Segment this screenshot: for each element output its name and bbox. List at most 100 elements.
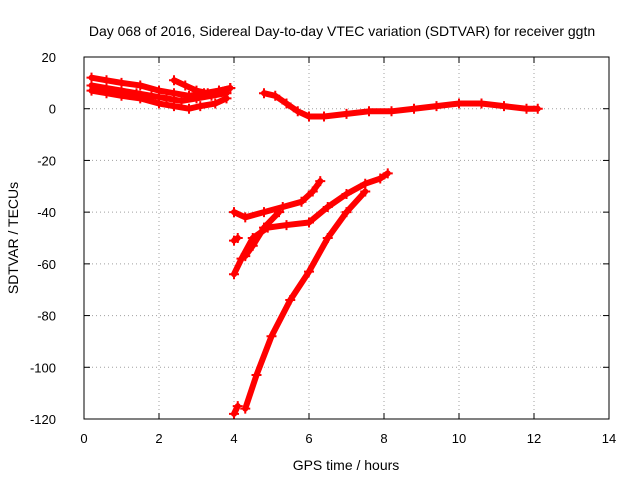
data-point-marker xyxy=(476,98,487,109)
data-point-marker xyxy=(176,95,187,106)
axis-ticks: 0 2 4 6 8 10 12 14 -120 -100 -80 -60 -40 -20 0 20 xyxy=(30,50,616,446)
data-point-marker xyxy=(360,186,371,197)
data-point-marker xyxy=(304,111,314,122)
series-trace xyxy=(242,188,369,412)
data-point-marker xyxy=(247,240,258,251)
data-point-marker xyxy=(521,103,532,114)
data-point-marker xyxy=(259,88,269,99)
data-point-marker xyxy=(304,217,314,228)
series-trace xyxy=(88,87,230,112)
data-point-marker xyxy=(364,106,374,117)
y-tick-label: 20 xyxy=(42,50,56,65)
data-point-marker xyxy=(116,90,127,101)
data-point-marker xyxy=(281,220,292,231)
data-point-marker xyxy=(532,103,543,114)
data-point-marker xyxy=(281,98,292,109)
data-point-marker xyxy=(341,189,352,200)
data-point-marker xyxy=(240,212,251,223)
data-point-marker xyxy=(180,80,191,91)
y-tick-label: -20 xyxy=(37,153,56,168)
y-tick-label: 0 xyxy=(49,102,56,117)
series-trace xyxy=(261,90,541,120)
series-arc-9 xyxy=(240,207,284,262)
y-tick-label: -40 xyxy=(37,205,56,220)
data-point-marker xyxy=(341,207,352,218)
series-arc-5 xyxy=(259,88,543,122)
plot-frame xyxy=(83,56,610,420)
x-tick-label: 14 xyxy=(602,431,616,446)
data-point-marker xyxy=(86,85,97,96)
data-point-marker xyxy=(259,222,269,233)
y-tick-label: -80 xyxy=(37,309,56,324)
data-point-marker xyxy=(229,408,239,419)
data-point-marker xyxy=(266,331,277,342)
data-point-marker xyxy=(169,88,179,99)
y-axis-label: SDTVAR / TECUs xyxy=(5,182,21,294)
series-arc-10 xyxy=(229,401,243,419)
data-point-marker xyxy=(232,233,243,243)
data-point-marker xyxy=(221,93,232,104)
x-tick-label: 12 xyxy=(527,431,541,446)
series-trace xyxy=(88,82,230,104)
data-point-marker xyxy=(135,80,146,91)
data-point-marker xyxy=(259,207,269,218)
data-point-marker xyxy=(386,106,397,117)
data-point-marker xyxy=(101,88,112,99)
data-point-marker xyxy=(232,401,243,412)
data-point-marker xyxy=(277,201,288,212)
data-series xyxy=(86,72,543,419)
data-point-marker xyxy=(154,85,164,96)
data-point-marker xyxy=(135,93,146,104)
y-tick-label: -60 xyxy=(37,257,56,272)
series-trace xyxy=(242,209,282,260)
data-point-marker xyxy=(292,106,303,117)
data-point-marker xyxy=(229,207,239,218)
data-point-marker xyxy=(251,370,262,381)
data-point-marker xyxy=(240,403,251,414)
x-tick-label: 4 xyxy=(230,431,237,446)
x-tick-label: 8 xyxy=(380,431,387,446)
series-arc-3 xyxy=(86,85,232,114)
data-point-marker xyxy=(214,85,224,96)
data-point-marker xyxy=(191,85,202,96)
series-arc-4 xyxy=(169,75,236,99)
series-arc-7 xyxy=(229,233,243,246)
data-point-marker xyxy=(169,101,179,112)
data-point-marker xyxy=(375,173,386,184)
data-point-marker xyxy=(210,98,221,109)
data-point-marker xyxy=(307,186,318,197)
data-point-marker xyxy=(161,93,172,104)
x-axis-label: GPS time / hours xyxy=(293,457,400,473)
series-arc-11 xyxy=(240,186,371,414)
data-point-marker xyxy=(409,103,419,114)
data-point-marker xyxy=(225,83,236,94)
data-point-marker xyxy=(382,168,393,179)
data-point-marker xyxy=(184,103,194,114)
y-tick-label: -100 xyxy=(30,360,56,375)
data-point-marker xyxy=(285,295,296,306)
data-point-marker xyxy=(202,88,213,99)
y-tick-label: -120 xyxy=(30,412,56,427)
series-arc-6 xyxy=(229,176,326,223)
data-point-marker xyxy=(274,207,284,218)
x-tick-label: 10 xyxy=(452,431,466,446)
data-point-marker xyxy=(296,196,307,207)
chart-title: Day 068 of 2016, Sidereal Day-to-day VTE… xyxy=(89,23,595,39)
data-point-marker xyxy=(315,176,326,187)
data-point-marker xyxy=(341,108,352,119)
data-point-marker xyxy=(304,266,314,277)
data-point-marker xyxy=(154,98,164,109)
data-point-marker xyxy=(195,101,206,112)
data-point-marker xyxy=(319,111,329,122)
x-tick-label: 0 xyxy=(80,431,87,446)
data-point-marker xyxy=(270,90,281,101)
x-tick-label: 2 xyxy=(155,431,162,446)
data-point-marker xyxy=(431,101,442,112)
data-point-marker xyxy=(322,233,333,243)
data-point-marker xyxy=(322,201,333,212)
x-tick-label: 6 xyxy=(305,431,312,446)
data-point-marker xyxy=(229,269,239,280)
data-point-marker xyxy=(454,98,464,109)
data-point-marker xyxy=(240,251,251,262)
